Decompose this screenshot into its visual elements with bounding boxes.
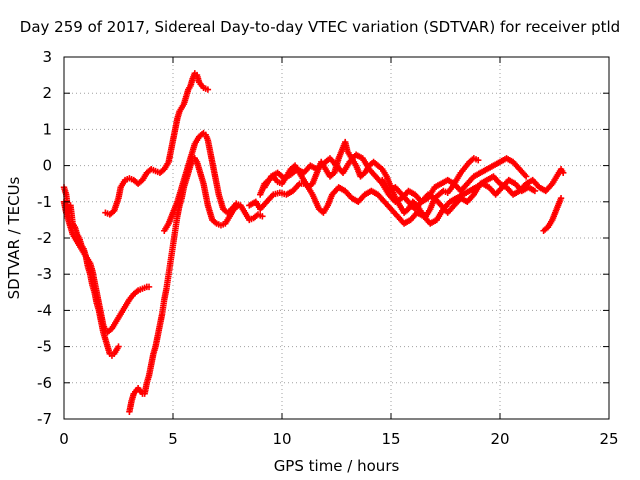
y-axis-label: SDTVAR / TECUs — [5, 176, 23, 299]
y-tick-label: 0 — [42, 157, 52, 175]
y-tick-label: -3 — [37, 265, 52, 283]
x-tick-label: 25 — [599, 430, 618, 448]
data-point — [560, 169, 567, 177]
data-point — [145, 283, 153, 291]
chart-title: Day 259 of 2017, Sidereal Day-to-day VTE… — [20, 18, 620, 36]
y-tick-label: 3 — [42, 48, 52, 66]
y-tick-label: -4 — [37, 301, 52, 319]
y-tick-label: 2 — [42, 84, 52, 102]
grid-layer — [64, 57, 609, 419]
x-tick-label: 5 — [168, 430, 178, 448]
y-tick-label: -2 — [37, 229, 52, 247]
y-tick-label: -6 — [37, 374, 52, 392]
x-axis-label: GPS time / hours — [274, 457, 400, 475]
series-arc-3 — [102, 70, 212, 218]
series-arc-2 — [60, 198, 153, 336]
x-tick-label: 10 — [272, 430, 291, 448]
data-point — [475, 156, 482, 164]
series-arc-10 — [540, 194, 565, 234]
data-point — [522, 173, 530, 180]
y-tick-label: -1 — [37, 193, 52, 211]
x-tick-label: 0 — [59, 430, 69, 448]
ticks-layer: 0 5 10 15 20 25 -7 -6 -5 -4 -3 -2 -1 0 1 2 3 — [37, 48, 619, 448]
series-arc-5 — [161, 129, 266, 234]
marks-layer — [60, 70, 567, 415]
data-point — [531, 187, 539, 195]
series-arc-4 — [126, 155, 242, 415]
series-arc-9 — [379, 166, 567, 216]
x-tick-label: 15 — [381, 430, 400, 448]
y-tick-label: -7 — [37, 410, 52, 428]
data-point — [115, 343, 122, 350]
data-point — [204, 86, 212, 93]
y-tick-label: -5 — [37, 338, 52, 356]
data-point — [259, 213, 266, 220]
x-tick-label: 20 — [490, 430, 509, 448]
data-point — [557, 194, 565, 202]
y-tick-label: 1 — [42, 120, 52, 138]
